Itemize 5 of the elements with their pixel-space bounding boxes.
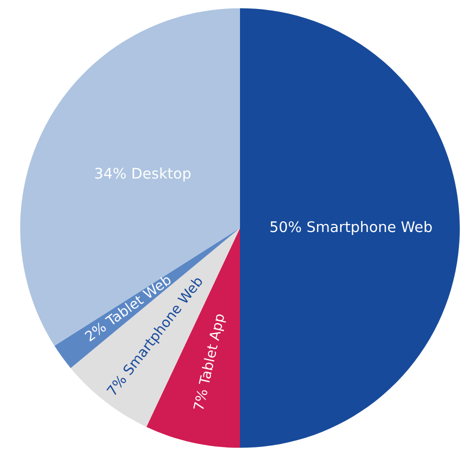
pie-slice [240, 8, 460, 448]
pie-slice [70, 228, 240, 427]
slice-label: 34% Desktop [95, 167, 191, 182]
slice-label: 50% Smartphone Web [270, 220, 432, 236]
slice-label: 7% Tablet App [192, 313, 228, 412]
